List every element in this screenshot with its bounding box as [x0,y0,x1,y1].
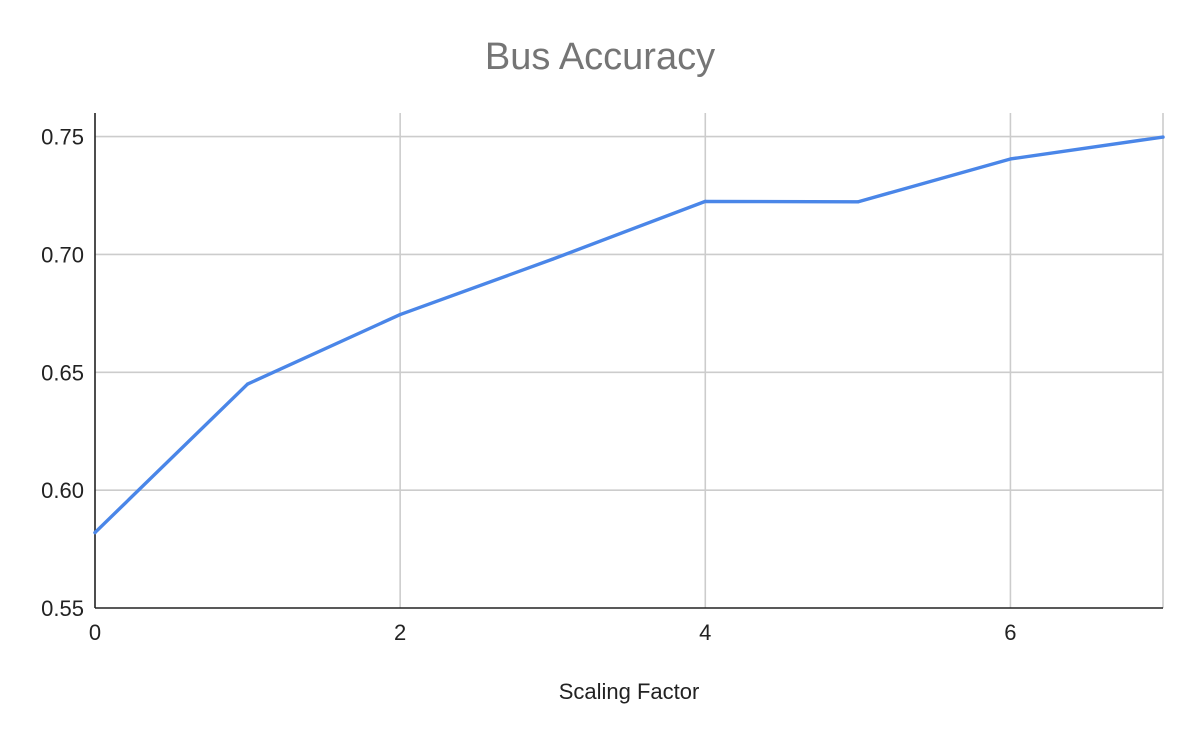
chart-title: Bus Accuracy [485,36,715,78]
data-point [93,530,97,535]
y-tick-label: 0.60 [41,478,84,503]
x-axis-label: Scaling Factor [559,679,700,704]
tick-labels: 0.55 0.60 0.65 0.70 0.75 0 2 4 6 [41,125,1016,645]
y-tick-label: 0.75 [41,125,84,150]
data-point [703,199,707,203]
data-point [856,200,860,204]
series-lines [93,135,1165,535]
y-tick-label: 0.70 [41,242,84,267]
gridlines [95,113,1164,608]
data-point [551,257,555,261]
x-tick-label: 0 [89,620,101,645]
x-tick-label: 4 [699,620,711,645]
data-point [1008,157,1013,161]
y-tick-label: 0.55 [41,596,84,621]
data-point [245,382,250,386]
y-tick-label: 0.65 [41,360,84,385]
data-point [398,312,402,317]
series-line-0 [93,135,1165,535]
data-point [1161,135,1165,139]
x-tick-label: 6 [1004,620,1016,645]
axes [94,113,1163,609]
x-tick-label: 2 [394,620,406,645]
